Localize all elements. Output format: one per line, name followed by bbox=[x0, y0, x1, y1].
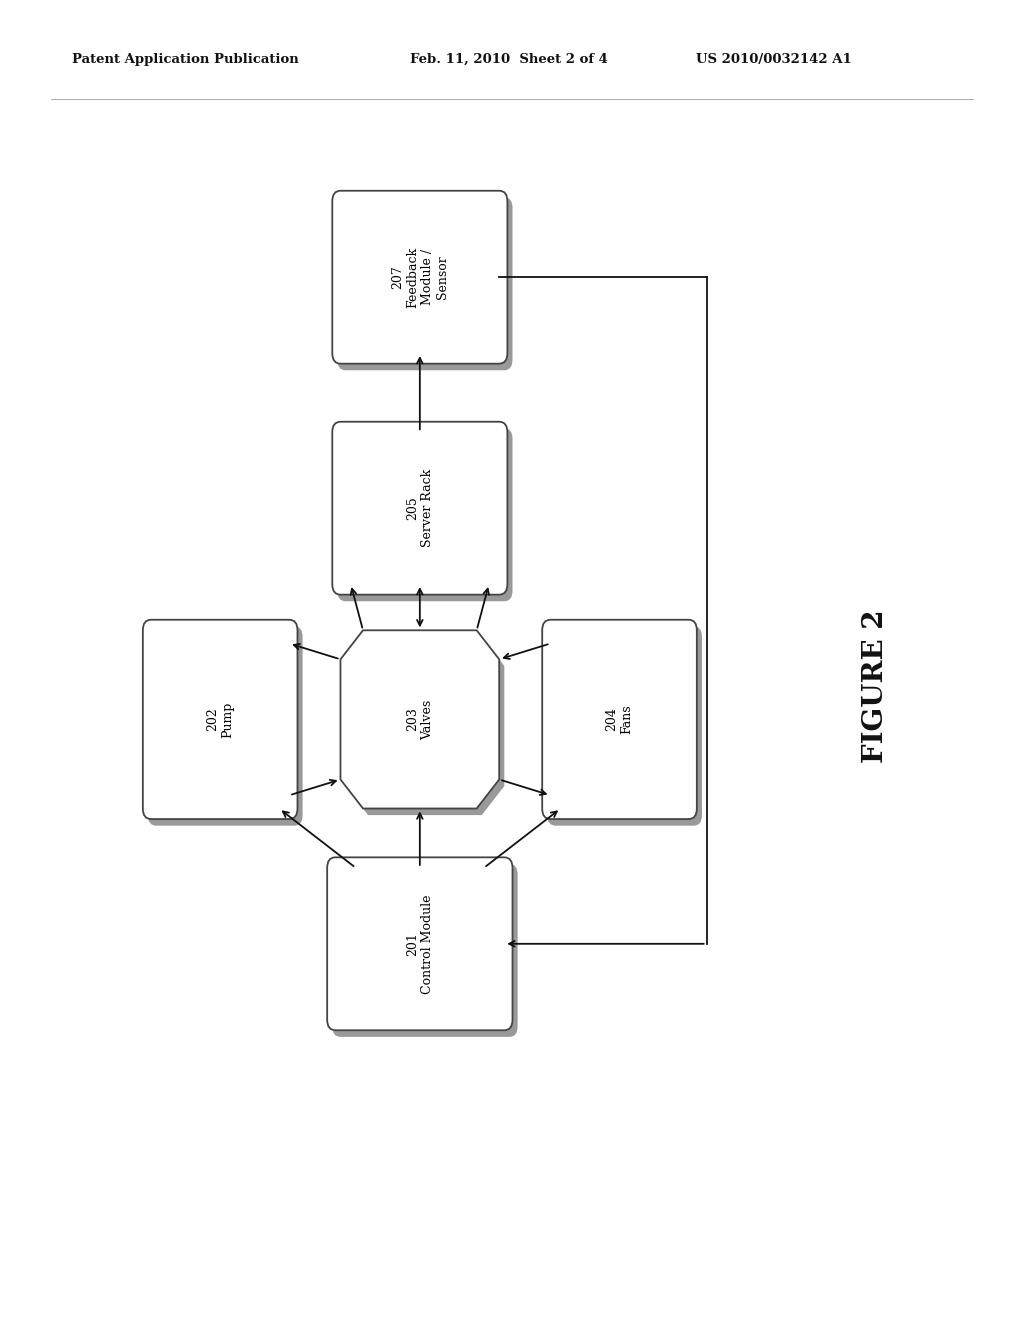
FancyBboxPatch shape bbox=[337, 197, 512, 370]
Text: Patent Application Publication: Patent Application Publication bbox=[72, 53, 298, 66]
Polygon shape bbox=[345, 636, 504, 814]
FancyBboxPatch shape bbox=[327, 858, 512, 1030]
FancyBboxPatch shape bbox=[543, 620, 696, 818]
Text: 204
Fans: 204 Fans bbox=[605, 705, 634, 734]
FancyBboxPatch shape bbox=[142, 620, 297, 818]
Text: 207
Feedback
Module /
Sensor: 207 Feedback Module / Sensor bbox=[391, 247, 449, 308]
FancyBboxPatch shape bbox=[337, 428, 512, 602]
FancyBboxPatch shape bbox=[332, 422, 507, 594]
FancyBboxPatch shape bbox=[332, 190, 507, 363]
Text: 201
Control Module: 201 Control Module bbox=[406, 894, 434, 994]
Text: 205
Server Rack: 205 Server Rack bbox=[406, 469, 434, 548]
FancyBboxPatch shape bbox=[332, 865, 517, 1038]
Text: FIGURE 2: FIGURE 2 bbox=[862, 610, 889, 763]
Polygon shape bbox=[340, 631, 500, 808]
FancyBboxPatch shape bbox=[147, 626, 303, 826]
Text: 202
Pump: 202 Pump bbox=[206, 701, 234, 738]
Text: US 2010/0032142 A1: US 2010/0032142 A1 bbox=[696, 53, 852, 66]
FancyBboxPatch shape bbox=[547, 626, 702, 826]
Text: 203
Valves: 203 Valves bbox=[406, 700, 434, 739]
Text: Feb. 11, 2010  Sheet 2 of 4: Feb. 11, 2010 Sheet 2 of 4 bbox=[410, 53, 607, 66]
